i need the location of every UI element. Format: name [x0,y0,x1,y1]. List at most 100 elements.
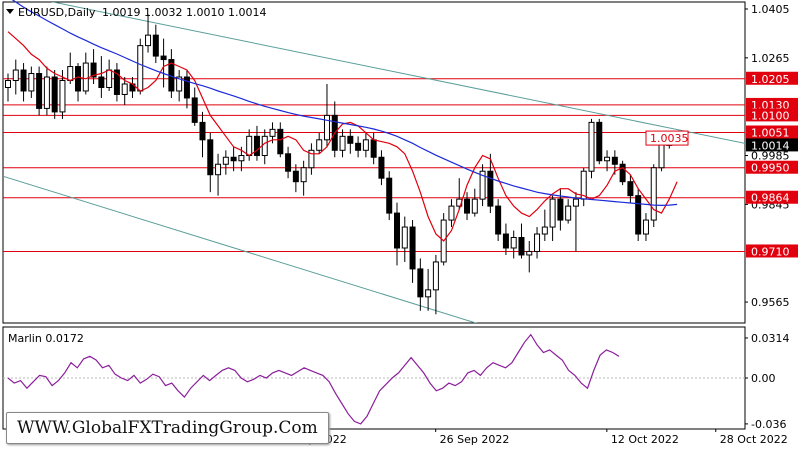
bear-candle [502,233,509,249]
bull-candle [308,149,315,169]
bear-candle [51,76,58,113]
bull-candle [246,135,253,157]
bear-candle [347,135,354,144]
bear-candle [487,170,494,207]
bull-candle [316,139,323,151]
bull-candle [565,205,572,221]
bull-candle [269,128,276,137]
bear-candle [635,195,642,235]
bull-candle [238,155,245,162]
bull-candle [176,76,183,92]
level-label-box [746,125,798,139]
level-label-box [746,190,798,204]
ohlc-readout: 1.0019 1.0032 1.0010 1.0014 [102,6,266,19]
bull-candle [323,114,330,141]
bull-candle [12,69,19,82]
candlesticks [5,14,673,315]
level-label: 0.9950 [751,162,790,175]
bear-candle [113,69,120,95]
bear-candle [98,76,105,88]
dropdown-triangle-icon[interactable] [6,9,14,14]
bull-candle [425,289,432,298]
bull-candle [59,80,66,113]
symbol-label: EURUSD,Daily [18,6,96,19]
bear-candle [20,69,27,92]
y-tick-label: 1.0265 [751,52,790,65]
channel-lines [3,2,745,323]
moving-averages: 1.0035 [7,0,689,242]
bull-candle [362,139,369,151]
level-label-box [746,244,798,258]
bull-candle [588,121,595,172]
bull-candle [432,261,439,291]
blue-ma-line [11,0,678,207]
y-tick-label: 0.9565 [751,296,790,309]
bear-candle [518,237,525,256]
bull-candle [82,62,89,92]
bull-candle [222,156,229,165]
bull-candle [5,80,11,88]
channel-trendline [3,175,478,323]
bear-candle [464,198,471,214]
bear-candle [619,163,626,183]
bear-candle [596,121,603,162]
bull-candle [339,135,346,151]
bull-candle [106,69,113,88]
x-tick-label: 28 Oct 2022 [720,433,788,446]
level-label: 1.0100 [751,109,790,122]
bull-candle [28,73,35,92]
bear-candle [199,121,206,141]
bull-candle [261,135,268,157]
level-label-box [746,108,798,122]
price-axis: 1.04051.02650.99850.98450.95651.02051.01… [745,3,798,309]
bear-candle [207,139,214,176]
bull-candle [572,198,579,207]
osc-tick-label: 0.0314 [751,332,790,345]
level-label-box [746,97,798,111]
bear-candle [75,66,82,92]
bull-candle [650,167,657,221]
osc-tick-label: -0.036 [751,418,786,431]
bear-candle [355,142,362,151]
indicator-title: Marlin 0.0172 [8,332,84,345]
bull-candle [479,170,486,200]
level-label: 0.9710 [751,245,790,258]
bear-candle [292,170,299,183]
bear-candle [611,156,618,165]
bull-candle [642,219,649,235]
bear-candle [627,181,634,197]
y-tick-label: 0.9985 [751,150,790,163]
annotation-label: 1.0035 [650,132,689,145]
x-tick-label: 26 Sep 2022 [440,433,510,446]
bear-candle [495,205,502,235]
level-label: 0.9864 [751,192,790,205]
bull-candle [145,34,152,47]
bull-candle [549,198,556,228]
bear-candle [386,177,393,214]
bear-candle [230,156,237,162]
bear-candle [417,268,424,298]
bear-candle [90,62,97,78]
bear-candle [409,226,416,270]
current-price-box [746,138,798,152]
annotation-box [645,130,689,146]
bull-candle [137,45,144,92]
bear-candle [253,135,260,157]
bull-candle [43,76,50,109]
bull-candle [448,205,455,221]
bull-candle [526,250,533,256]
bear-candle [378,156,385,179]
level-label-box [746,71,798,85]
bull-candle [510,237,517,249]
bull-candle [471,198,478,214]
bear-candle [152,34,159,57]
level-label-box [746,160,798,174]
level-label: 1.0051 [751,126,790,139]
osc-tick-label: 0.00 [751,372,776,385]
x-tick-label: 12 Oct 2022 [611,433,679,446]
watermark-banner: WWW.GlobalFXTradingGroup.Com [6,412,329,444]
bear-candle [394,212,400,249]
bear-candle [183,76,190,99]
